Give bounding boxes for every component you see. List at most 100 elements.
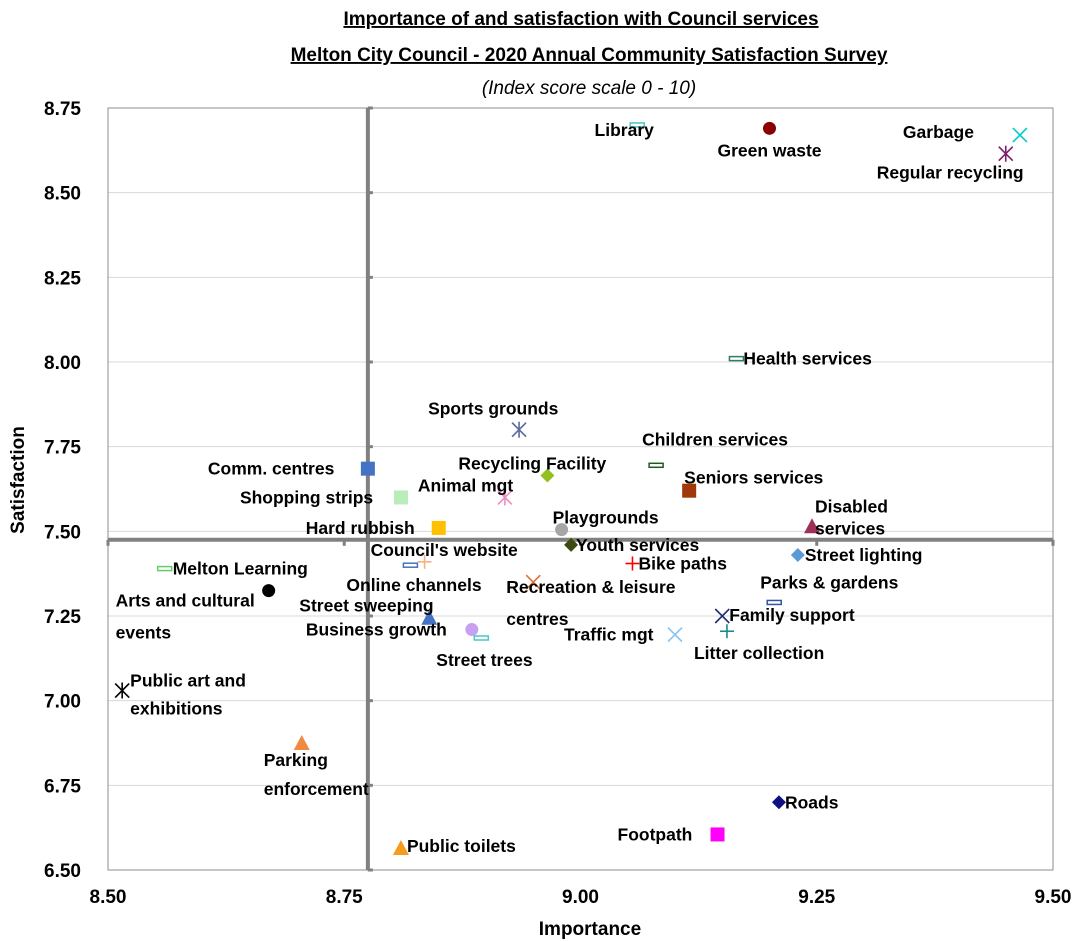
x-axis-title: Importance — [539, 919, 641, 940]
data-point — [114, 682, 130, 699]
data-point — [431, 520, 446, 535]
point-label: Online channels — [346, 575, 481, 595]
point-label: Children services — [642, 429, 788, 449]
data-point — [564, 537, 579, 552]
data-point — [719, 624, 734, 639]
y-tick-label: 6.75 — [44, 776, 81, 797]
y-tick-label: 6.50 — [44, 861, 81, 882]
data-point — [540, 468, 555, 483]
point-label: Health services — [743, 349, 872, 369]
data-point — [465, 623, 479, 637]
point-label: Melton Learning — [173, 559, 308, 579]
plot-area — [107, 107, 1054, 871]
y-tick-label: 7.50 — [44, 522, 81, 543]
data-point — [421, 609, 438, 625]
quadrant-lines — [106, 106, 1055, 872]
point-label: Parks & gardens — [760, 572, 898, 592]
x-axis-ticks: 8.50 8.75 9.00 9.25 9.50 — [90, 887, 1072, 908]
y-tick-label: 7.75 — [44, 438, 81, 459]
data-point — [417, 554, 432, 569]
data-point — [766, 599, 782, 606]
point-label: Disabled — [815, 496, 888, 516]
data-point — [402, 562, 419, 568]
data-point — [648, 462, 664, 469]
point-label: Shopping strips — [240, 487, 373, 507]
data-point — [473, 635, 490, 641]
data-point — [804, 518, 821, 534]
point-label: enforcement — [264, 779, 369, 799]
data-point — [763, 121, 776, 135]
data-point — [682, 483, 697, 498]
data-point — [293, 735, 310, 750]
point-label: Recycling Facility — [458, 453, 606, 473]
y-tick-label: 8.00 — [44, 353, 81, 374]
data-point — [497, 489, 513, 506]
y-axis-ticks: 6.50 6.75 7.00 7.25 7.50 7.75 8.00 8.25 8.50 8.75 — [44, 99, 81, 882]
data-point — [392, 839, 409, 855]
data-point — [790, 548, 805, 563]
data-point — [156, 565, 173, 572]
point-label: Street trees — [436, 650, 533, 670]
data-point — [262, 584, 276, 598]
point-label: Bike paths — [638, 554, 727, 574]
point-label: Comm. centres — [208, 459, 335, 479]
point-label: Council's website — [371, 540, 518, 560]
point-label: Family support — [729, 605, 855, 625]
point-label: services — [815, 518, 885, 538]
x-tick-label: 8.75 — [326, 887, 363, 908]
point-labels: Library Green waste Garbage Regular recycli… — [116, 120, 1024, 856]
x-tick-label: 9.50 — [1035, 887, 1072, 908]
point-label: Street sweeping — [299, 596, 433, 616]
point-label: Public toilets — [407, 836, 516, 856]
point-label: Footpath — [618, 824, 693, 844]
data-point — [998, 145, 1014, 162]
point-label: Seniors services — [684, 468, 823, 488]
y-tick-label: 8.75 — [44, 99, 81, 120]
point-label: exhibitions — [130, 699, 223, 719]
point-label: Green waste — [717, 140, 821, 160]
y-tick-label: 7.00 — [44, 692, 81, 713]
data-point — [525, 574, 541, 590]
data-point — [625, 556, 640, 571]
y-tick-label: 7.25 — [44, 607, 81, 628]
point-label: Animal mgt — [418, 475, 513, 495]
data-point — [555, 523, 569, 537]
data-point — [710, 827, 725, 842]
point-label: Hard rubbish — [306, 518, 415, 538]
data-point — [667, 627, 683, 643]
point-label: Sports grounds — [428, 399, 559, 419]
point-label: Library — [595, 120, 655, 140]
data-point — [771, 795, 786, 810]
point-label: Parking — [264, 750, 328, 770]
point-label: Street lighting — [805, 545, 923, 565]
chart-title: Importance of and satisfaction with Coun… — [343, 9, 818, 30]
chart-subtitle: Melton City Council - 2020 Annual Commun… — [291, 45, 888, 66]
data-point — [511, 421, 527, 438]
y-tick-label: 8.25 — [44, 268, 81, 289]
data-point — [360, 461, 375, 476]
point-label: centres — [506, 609, 569, 629]
x-tick-label: 9.00 — [562, 887, 599, 908]
data-point — [728, 355, 745, 362]
data-point — [393, 490, 408, 505]
point-label: Public art and — [130, 671, 246, 691]
data-point — [714, 608, 730, 624]
point-label: Playgrounds — [553, 508, 659, 528]
point-label: Business growth — [306, 620, 447, 640]
point-label: Youth services — [576, 535, 699, 555]
point-label: Garbage — [903, 122, 974, 142]
data-point — [629, 122, 645, 128]
y-axis-title: Satisfaction — [8, 426, 29, 534]
data-points — [114, 121, 1028, 855]
point-label: Traffic mgt — [564, 625, 654, 645]
point-label: Recreation & leisure — [506, 577, 675, 597]
point-label: Litter collection — [694, 643, 824, 663]
chart-scale-note: (Index score scale 0 - 10) — [482, 78, 696, 99]
point-label: events — [116, 623, 172, 643]
point-label: Arts and cultural — [116, 591, 255, 611]
point-label: Roads — [785, 792, 839, 812]
point-label: Regular recycling — [877, 163, 1024, 183]
y-tick-label: 8.50 — [44, 184, 81, 205]
data-point — [1012, 127, 1028, 143]
